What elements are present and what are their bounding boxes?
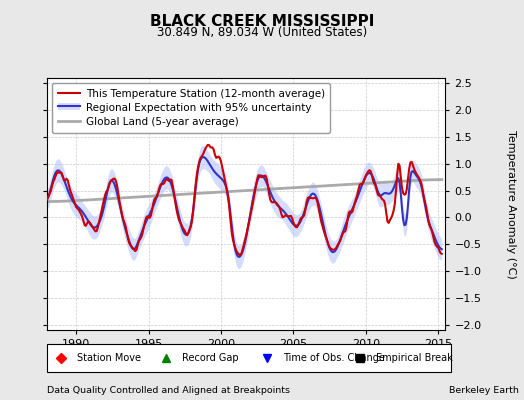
Text: Record Gap: Record Gap xyxy=(182,353,239,363)
Text: BLACK CREEK MISSISSIPPI: BLACK CREEK MISSISSIPPI xyxy=(150,14,374,29)
Text: 30.849 N, 89.034 W (United States): 30.849 N, 89.034 W (United States) xyxy=(157,26,367,39)
Text: Empirical Break: Empirical Break xyxy=(376,353,453,363)
Text: Temperature Anomaly (°C): Temperature Anomaly (°C) xyxy=(506,130,516,278)
Text: Berkeley Earth: Berkeley Earth xyxy=(449,386,519,395)
Legend: This Temperature Station (12-month average), Regional Expectation with 95% uncer: This Temperature Station (12-month avera… xyxy=(52,83,330,133)
Text: Data Quality Controlled and Aligned at Breakpoints: Data Quality Controlled and Aligned at B… xyxy=(47,386,290,395)
Text: Time of Obs. Change: Time of Obs. Change xyxy=(283,353,385,363)
Text: Station Move: Station Move xyxy=(78,353,141,363)
FancyBboxPatch shape xyxy=(47,344,451,372)
